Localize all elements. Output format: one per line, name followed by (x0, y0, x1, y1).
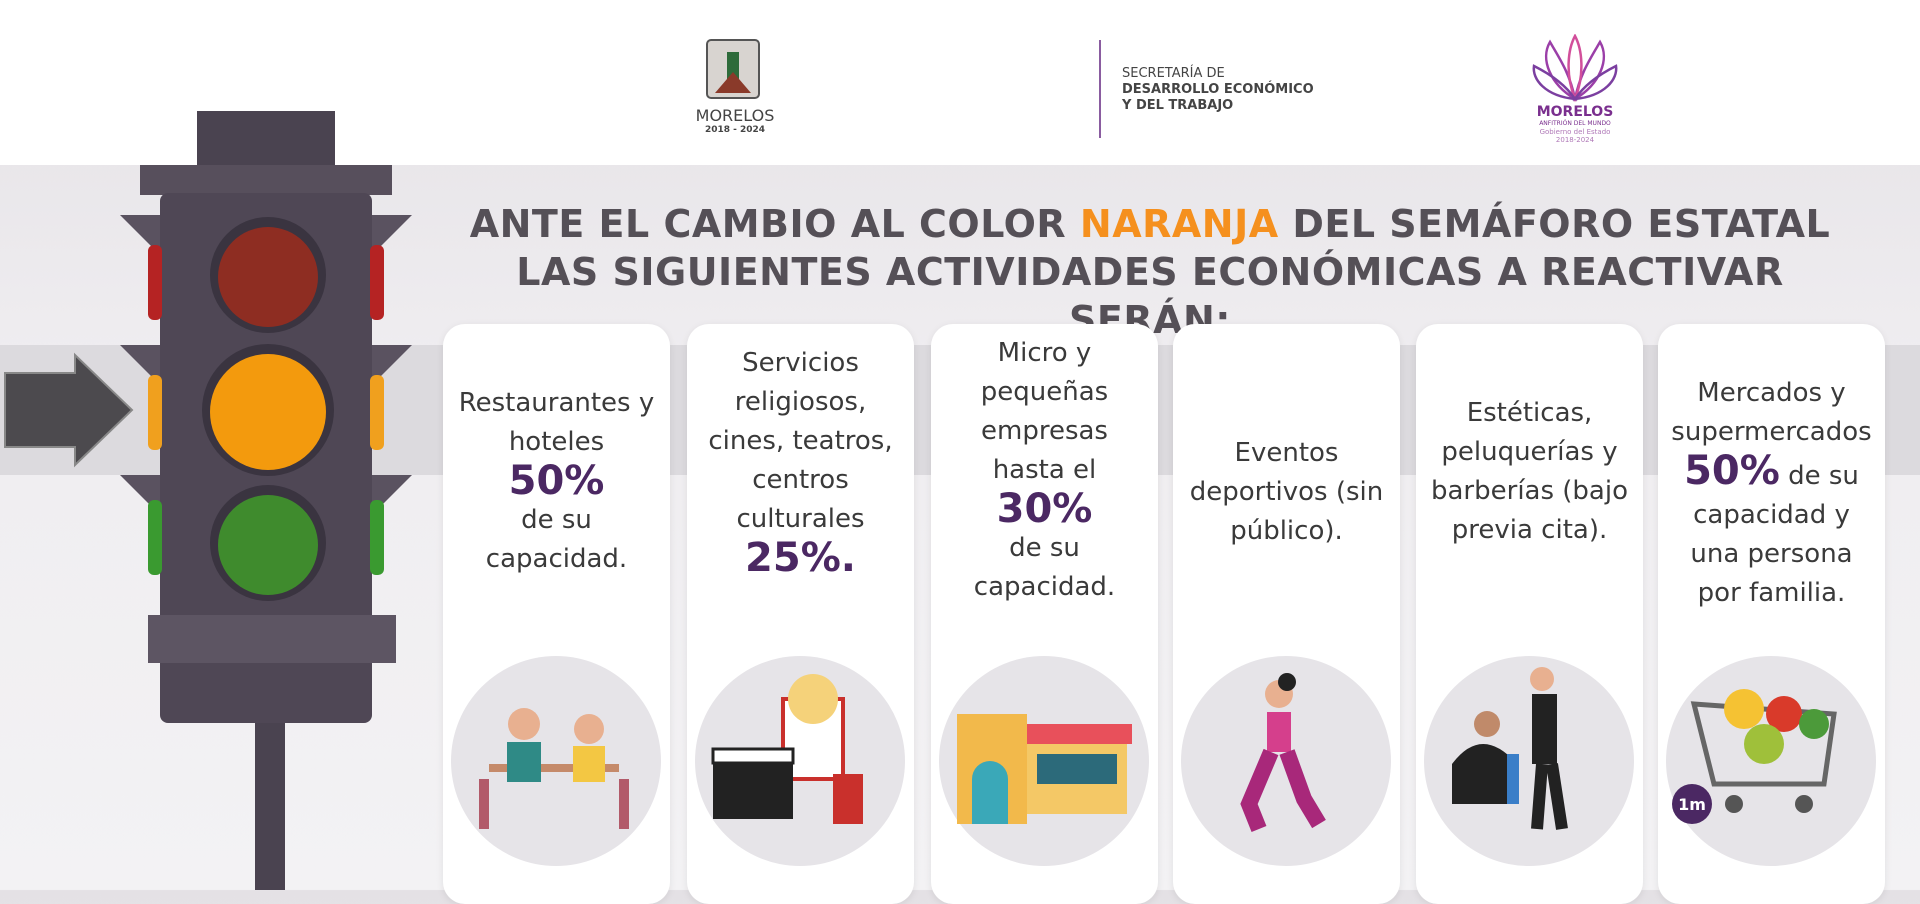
activity-card: Servicios religiosos, cines, teatros, ce… (687, 324, 914, 904)
illustration-shape (1744, 724, 1784, 764)
left-logo-name: MORELOS (695, 106, 775, 125)
illustration-shape (1530, 667, 1554, 691)
card-description: Restaurantes y hoteles (458, 388, 655, 457)
illustration-shape (574, 714, 604, 744)
card-text: Eventos deportivos (sin público). (1183, 434, 1390, 551)
activity-card: Micro y pequeñas empresas hasta el 30% d… (931, 324, 1158, 904)
card-percentage: 50% (1684, 448, 1780, 494)
card-description: de su capacidad. (485, 505, 628, 574)
card-illustration (1424, 656, 1634, 866)
divider (1099, 40, 1101, 138)
illustration-circle (451, 656, 661, 866)
activity-card: Estéticas, peluquerías y barberías (bajo… (1416, 324, 1643, 904)
illustration-shape (1452, 744, 1517, 804)
card-description: Micro y pequeñas empresas hasta el (980, 338, 1109, 485)
card-percentage: 30% (996, 486, 1093, 532)
illustration-circle (1424, 656, 1634, 866)
illustration-shape (1240, 748, 1326, 832)
right-logo-name: MORELOS (1536, 104, 1614, 120)
secretaria-line: DESARROLLO ECONÓMICO (1122, 82, 1314, 97)
illustration-shape (507, 742, 541, 782)
title-text: ANTE EL CAMBIO AL COLOR (469, 202, 1067, 246)
traffic-light (4, 111, 412, 890)
card-description: Servicios religiosos, cines, teatros, ce… (708, 348, 893, 534)
card-text: Servicios religiosos, cines, teatros, ce… (697, 344, 904, 578)
illustration-shape (489, 764, 619, 772)
card-text: Micro y pequeñas empresas hasta el 30% d… (941, 334, 1148, 607)
illustration-shape (1507, 754, 1519, 804)
right-logo-line: Gobierno del Estado (1539, 128, 1611, 136)
illustration-shape (972, 761, 1008, 824)
illustration-shape (1531, 763, 1568, 830)
card-description: de su capacidad y una persona por famili… (1690, 461, 1859, 608)
left-logo-years: 2018 - 2024 (704, 125, 766, 135)
card-description: de su capacidad. (973, 533, 1116, 602)
title-line: ANTE EL CAMBIO AL COLOR NARANJA DEL SEMÁ… (440, 200, 1860, 248)
card-illustration (451, 656, 661, 866)
illustration-shape (1724, 689, 1764, 729)
activity-card: Restaurantes y hoteles 50% de su capacid… (443, 324, 670, 904)
secretaria: SECRETARÍA DE DESARROLLO ECONÓMICO Y DEL… (1122, 66, 1314, 114)
illustration-art (1690, 689, 1837, 813)
right-logo-line: 2018-2024 (1555, 136, 1595, 144)
illustration-shape (479, 779, 489, 829)
card-text: Restaurantes y hoteles 50% de su capacid… (453, 384, 660, 579)
illustration-art (957, 714, 1132, 824)
card-text: Estéticas, peluquerías y barberías (bajo… (1426, 394, 1633, 550)
card-text: Mercados y supermercados 50% de su capac… (1668, 374, 1875, 613)
left-logo-emblem (706, 39, 760, 99)
card-illustration (1181, 656, 1391, 866)
card-description: Estéticas, peluquerías y barberías (bajo… (1431, 398, 1628, 545)
illustration-shape (788, 674, 838, 724)
card-percentage: 25%. (745, 535, 856, 581)
illustration-shape (1799, 709, 1829, 739)
distance-badge-text: 1m (1678, 795, 1706, 814)
card-illustration (939, 656, 1149, 866)
illustration-shape (573, 746, 605, 782)
illustration-shape (1725, 795, 1743, 813)
distance-badge (1672, 784, 1712, 824)
title-text: DEL SEMÁFORO ESTATAL (1292, 202, 1831, 246)
illustration-art (1240, 673, 1326, 832)
illustration-shape (1267, 712, 1291, 752)
activity-card: Eventos deportivos (sin público). (1173, 324, 1400, 904)
illustration-art (711, 674, 863, 824)
secretaria-line: Y DEL TRABAJO (1122, 98, 1234, 113)
activity-card: Mercados y supermercados 50% de su capac… (1658, 324, 1885, 904)
illustration-art (1452, 667, 1568, 830)
illustration-shape (508, 708, 540, 740)
illustration-shape (1037, 754, 1117, 784)
card-description: Eventos deportivos (sin público). (1189, 438, 1384, 546)
illustration-art (479, 708, 629, 829)
illustration-shape (1474, 711, 1500, 737)
card-illustration (695, 656, 905, 866)
illustration-shape (1532, 694, 1557, 764)
right-logo-flower (1532, 34, 1618, 103)
illustration-shape (1278, 673, 1296, 691)
title: ANTE EL CAMBIO AL COLOR NARANJA DEL SEMÁ… (440, 200, 1860, 344)
illustration-shape (619, 779, 629, 829)
card-description: Mercados y supermercados (1671, 378, 1872, 447)
right-logo-tagline: ANFITRIÓN DEL MUNDO (1539, 120, 1611, 127)
title-line: LAS SIGUIENTES ACTIVIDADES ECONÓMICAS A … (516, 250, 1784, 342)
card-illustration: 1m (1666, 656, 1876, 866)
illustration-shape (713, 764, 793, 819)
illustration-shape (1027, 724, 1132, 744)
illustration-shape (1795, 795, 1813, 813)
illustration-shape (833, 774, 863, 824)
illustration-shape (711, 747, 795, 765)
title-highlight: NARANJA (1079, 202, 1279, 246)
secretaria-line: SECRETARÍA DE (1122, 66, 1225, 81)
card-percentage: 50% (508, 458, 605, 504)
illustration-shape (1766, 696, 1802, 732)
